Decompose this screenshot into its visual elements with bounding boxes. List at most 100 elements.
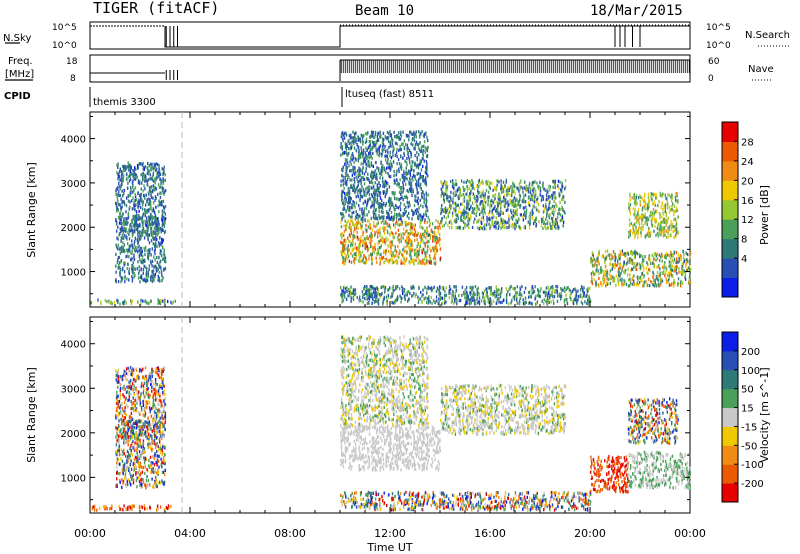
power-cell bbox=[411, 190, 413, 194]
power-cell bbox=[419, 159, 421, 163]
power-cell bbox=[429, 287, 431, 291]
power-cell bbox=[481, 193, 483, 197]
power-cell bbox=[588, 299, 590, 303]
power-cell bbox=[475, 205, 478, 209]
power-cell bbox=[413, 131, 415, 135]
power-cell bbox=[403, 203, 405, 207]
power-cell bbox=[350, 154, 353, 158]
power-cell bbox=[591, 275, 593, 280]
power-cell bbox=[674, 280, 676, 284]
power-cell bbox=[365, 242, 367, 246]
power-cell bbox=[369, 294, 371, 299]
power-cell bbox=[133, 200, 136, 204]
power-cell bbox=[342, 151, 344, 155]
power-cell bbox=[347, 201, 349, 205]
power-cell bbox=[348, 189, 351, 193]
power-cell bbox=[430, 295, 432, 299]
power-cell bbox=[349, 219, 351, 223]
power-cell bbox=[355, 221, 358, 225]
power-cell bbox=[507, 208, 509, 212]
power-cell bbox=[409, 222, 411, 226]
power-cell bbox=[140, 274, 143, 278]
power-cell bbox=[686, 268, 689, 273]
power-cell bbox=[402, 211, 404, 215]
power-cell bbox=[463, 213, 465, 217]
power-cell bbox=[473, 295, 475, 299]
power-cell bbox=[365, 132, 367, 136]
power-cell bbox=[455, 289, 458, 293]
power-cell bbox=[132, 265, 135, 269]
power-cell bbox=[371, 200, 373, 204]
power-cell bbox=[378, 246, 381, 250]
power-cell bbox=[117, 225, 119, 229]
power-cell bbox=[134, 214, 137, 218]
power-cell bbox=[369, 152, 372, 156]
power-cell bbox=[156, 266, 158, 270]
power-cell bbox=[348, 141, 350, 146]
power-cell bbox=[502, 220, 504, 224]
power-cell bbox=[347, 244, 349, 248]
power-cell bbox=[137, 179, 140, 183]
power-cell bbox=[387, 171, 389, 176]
power-cell bbox=[410, 155, 412, 159]
power-cell bbox=[117, 266, 119, 270]
power-cell bbox=[340, 211, 342, 216]
power-cell bbox=[414, 233, 416, 238]
power-cell bbox=[479, 194, 481, 198]
power-cell bbox=[359, 207, 361, 211]
power-cell bbox=[359, 198, 361, 202]
power-cell bbox=[360, 259, 362, 263]
power-cell bbox=[455, 179, 457, 183]
power-cell bbox=[601, 269, 603, 273]
power-cell bbox=[117, 200, 119, 204]
power-cell bbox=[422, 226, 424, 230]
power-cell bbox=[525, 300, 527, 305]
power-cell bbox=[387, 238, 389, 242]
power-cell bbox=[520, 185, 522, 189]
power-cell bbox=[387, 161, 389, 166]
power-cell bbox=[158, 185, 161, 189]
power-cell bbox=[539, 289, 541, 293]
power-cell bbox=[411, 175, 414, 179]
power-cell bbox=[411, 294, 413, 298]
power-cell bbox=[422, 215, 424, 219]
power-cell bbox=[672, 274, 674, 278]
power-cell bbox=[348, 248, 351, 252]
power-cell bbox=[410, 256, 412, 260]
power-cell bbox=[446, 194, 448, 198]
power-cell bbox=[371, 157, 373, 161]
power-cell bbox=[510, 215, 513, 219]
power-cell bbox=[148, 267, 150, 271]
power-cell bbox=[476, 203, 478, 207]
power-cell bbox=[497, 203, 499, 207]
power-cell bbox=[115, 201, 117, 205]
power-cell bbox=[393, 215, 396, 219]
power-cell bbox=[553, 205, 556, 209]
power-cell bbox=[377, 189, 379, 193]
power-cell bbox=[426, 206, 428, 210]
power-cell bbox=[371, 293, 373, 297]
power-cell bbox=[154, 264, 156, 268]
power-cell bbox=[583, 291, 585, 295]
power-cell bbox=[434, 236, 437, 240]
power-cell bbox=[151, 175, 153, 179]
power-cell bbox=[553, 295, 556, 299]
power-cell bbox=[387, 136, 390, 140]
power-cell bbox=[533, 191, 535, 195]
power-cell bbox=[421, 251, 423, 255]
power-cell bbox=[491, 218, 493, 223]
power-cell bbox=[623, 282, 626, 286]
power-cell bbox=[413, 203, 416, 208]
power-cell bbox=[417, 210, 420, 214]
power-cell bbox=[126, 196, 128, 200]
power-cell bbox=[446, 208, 449, 212]
power-cell bbox=[377, 251, 379, 255]
power-cell bbox=[158, 255, 160, 259]
power-cell bbox=[420, 262, 422, 266]
power-cell bbox=[515, 218, 517, 222]
power-cell bbox=[122, 249, 124, 253]
power-cell bbox=[345, 254, 347, 258]
power-cell bbox=[152, 184, 155, 188]
power-cell bbox=[144, 213, 146, 217]
power-cell bbox=[359, 239, 361, 243]
